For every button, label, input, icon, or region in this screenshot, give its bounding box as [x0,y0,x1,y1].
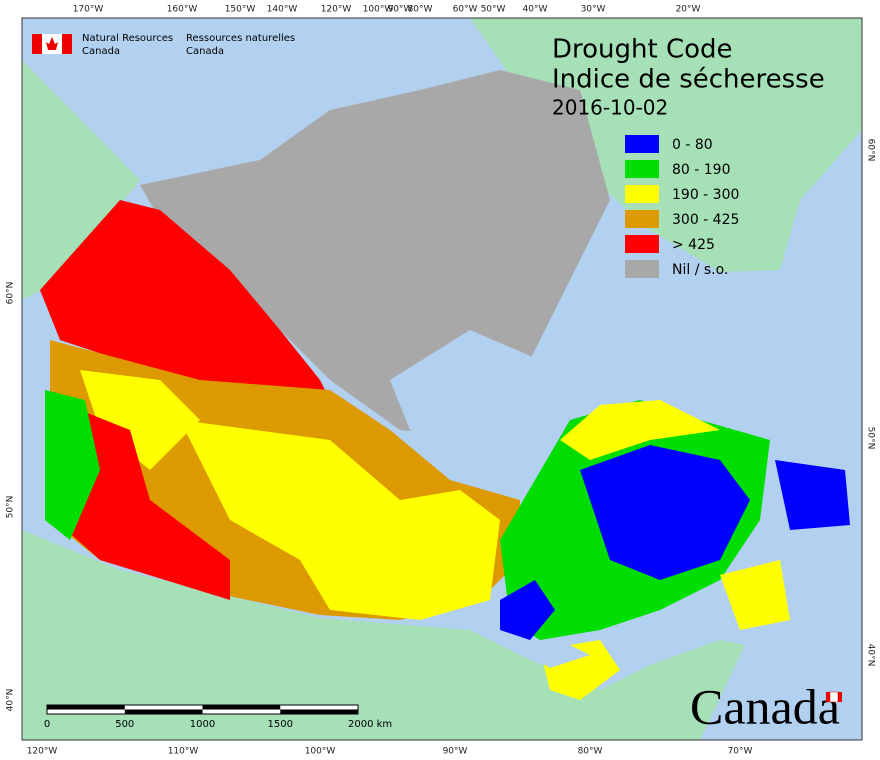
zone-yellow-north-quebec [560,400,720,460]
agency-en: Canada [82,46,120,57]
graticule-label: 90°W [388,5,413,15]
zone-red-south [55,400,230,600]
map-frame [21,17,863,741]
graticule-labels: 170°W 160°W 150°W 140°W 120°W 100°W90°W80°W 60… [6,5,876,757]
graticule-label: 50°N [6,496,16,519]
legend-swatch [625,185,659,203]
agency-en: Natural Resources [82,33,173,44]
graticule-label: 50°N [866,427,876,450]
graticule-label: 90°W [443,747,468,757]
legend: 0 - 80 80 - 190 190 - 300 300 - 425 > 425 Nil… [625,135,739,278]
graticule-label: 60°N [6,282,16,305]
wordmark-flag [838,692,842,702]
title: Drought Code [552,35,733,65]
graticule-label: 80°W [408,5,433,15]
zone-blue-ontario [500,580,555,640]
legend-swatch [625,260,659,278]
scale-label: 1000 [190,719,215,730]
land [22,18,862,740]
graticule-label: 160°W [167,5,198,15]
scale-segment [124,709,203,714]
date: 2016-10-02 [552,96,668,120]
hudson-bay [390,330,560,480]
great-lakes [520,640,590,668]
legend-label: 300 - 425 [672,212,739,228]
graticule-label: 40°N [866,644,876,667]
legend-label: 190 - 300 [672,187,739,203]
legend-label: 0 - 80 [672,137,713,153]
legend-swatch [625,160,659,178]
legend-swatch [625,135,659,153]
graticule-label: 60°N [866,139,876,162]
flag-leaf [46,37,58,50]
wordmark: Canada [690,678,842,734]
graticule-label: 110°W [168,747,199,757]
wordmark-flag [829,691,839,703]
scale-label: 2000 km [348,719,392,730]
agency-logo: Natural Resources Canada Ressources natu… [32,33,295,57]
flag-bar [32,34,42,54]
graticule-label: 120°W [321,5,352,15]
legend-label: Nil / s.o. [672,262,728,278]
wordmark-text: Canada [690,678,840,734]
graticule-label: 120°W [27,747,58,757]
title: Indice de sécheresse [552,65,825,95]
zone-red-north [40,200,330,400]
graticule-label: 30°W [581,5,606,15]
zone-green-coast [45,390,100,540]
scale-label: 0 [44,719,50,730]
alaska [22,60,140,300]
zone-blue-quebec [580,445,750,580]
graticule-label: 140°W [267,5,298,15]
legend-label: > 425 [672,237,715,253]
legend-swatch [625,210,659,228]
graticule-label: 170°W [73,5,104,15]
scale-segment [280,709,358,714]
wordmark-flag [826,692,830,702]
flag-bar [62,34,72,54]
zone-yellow-maritimes [720,560,790,630]
zone-yellow-mid [180,420,500,620]
graticule-label: 100°W [305,747,336,757]
legend-label: 80 - 190 [672,162,731,178]
greenland [470,18,862,272]
scale-segment [202,705,281,710]
graticule-label: 60°W [453,5,478,15]
agency-fr: Ressources naturelles [186,33,295,44]
legend-swatch [625,235,659,253]
graticule-label: 80°W [578,747,603,757]
graticule-label: 100°W [363,5,394,15]
scale-bar: 0 500 1000 1500 2000 km [44,704,392,730]
graticule-label: 20°W [676,5,701,15]
graticule-label: 40°N [6,689,16,712]
agency-fr: Canada [186,46,224,57]
scale-segment [47,705,125,710]
zone-yellow-bc [80,370,200,470]
scale-label: 1500 [268,719,293,730]
scale-label: 500 [115,719,134,730]
graticule-label: 70°W [728,747,753,757]
graticule-label: 40°W [523,5,548,15]
graticule-label: 50°W [481,5,506,15]
zone-blue-labrador [775,460,850,530]
graticule-label: 150°W [225,5,256,15]
